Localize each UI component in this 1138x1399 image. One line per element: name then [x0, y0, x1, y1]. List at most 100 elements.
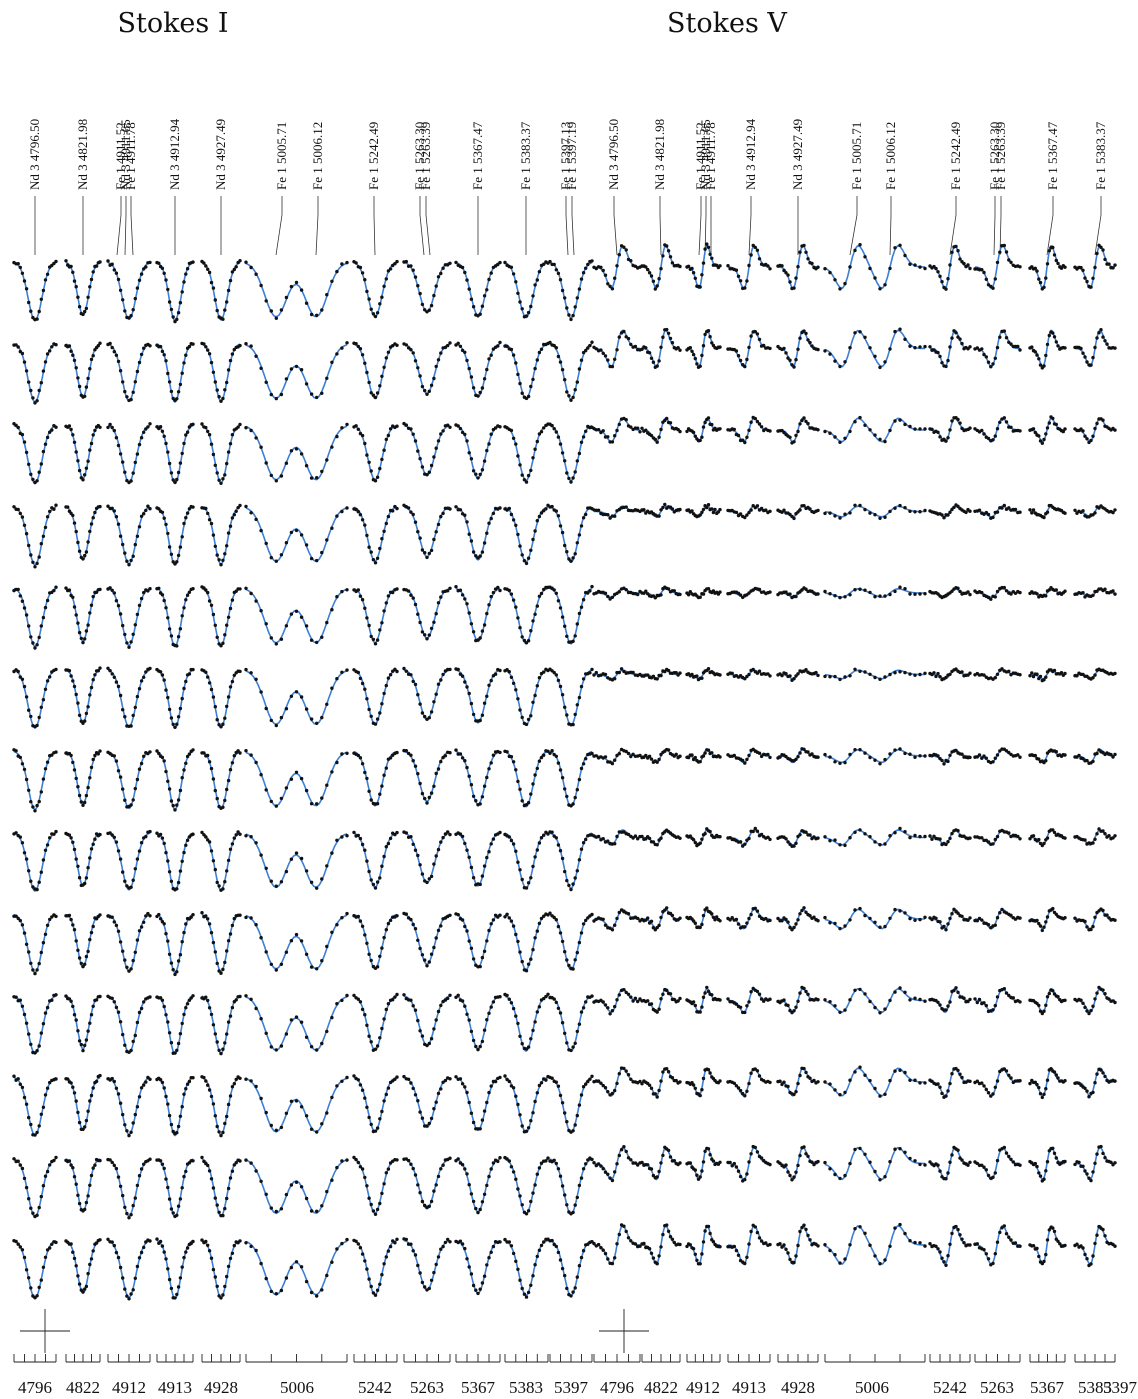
- stokes-i-obs-point: [93, 1163, 97, 1167]
- stokes-v-obs-point: [638, 430, 642, 434]
- stokes-i-obs-point: [345, 1158, 349, 1162]
- stokes-i-obs-point: [436, 439, 441, 443]
- stokes-i-obs-point: [304, 382, 309, 386]
- stokes-v-obs-point: [594, 266, 598, 271]
- stokes-i-obs-point: [81, 312, 85, 317]
- stokes-i-obs-point: [133, 1112, 137, 1117]
- stokes-i-obs-point: [289, 612, 294, 616]
- stokes-i-obs-point: [167, 627, 172, 631]
- stokes-i-obs-point: [164, 851, 168, 855]
- stokes-v-leader-line: [704, 196, 707, 256]
- stokes-i-obs-point: [386, 269, 391, 273]
- stokes-i-obs-point: [41, 698, 46, 702]
- stokes-i-obs-point: [209, 849, 214, 853]
- stokes-v-obs-point: [966, 263, 970, 267]
- stokes-i-obs-point: [18, 511, 22, 516]
- stokes-i-obs-point: [129, 558, 133, 563]
- stokes-i-obs-point: [217, 1130, 221, 1134]
- stokes-i-obs-point: [41, 1022, 46, 1026]
- stokes-i-obs-point: [225, 787, 229, 792]
- stokes-v-obs-point: [946, 759, 950, 764]
- stokes-i-obs-point: [230, 516, 235, 520]
- stokes-v-obs-point: [1045, 342, 1050, 347]
- stokes-i-obs-point: [129, 724, 133, 728]
- stokes-i-obs-point: [579, 1093, 584, 1097]
- stokes-i-obs-point: [581, 598, 586, 602]
- stokes-v-obs-point: [626, 912, 631, 916]
- stokes-v-obs-point: [710, 751, 714, 755]
- stokes-i-obs-point: [436, 928, 441, 933]
- stokes-i-obs-point: [77, 876, 82, 880]
- stokes-i-obs-point: [144, 427, 148, 431]
- stokes-v-obs-point: [599, 265, 603, 269]
- stokes-i-obs-point: [487, 1090, 491, 1095]
- stokes-i-obs-point: [480, 1118, 485, 1122]
- stokes-i-obs-point: [71, 760, 75, 765]
- stokes-i-obs-point: [524, 480, 529, 484]
- stokes-i-obs-point: [219, 399, 223, 403]
- stokes-v-obs-point: [601, 351, 605, 355]
- stokes-i-obs-point: [118, 1265, 123, 1270]
- stokes-i-obs-point: [315, 721, 319, 725]
- stokes-i-obs-point: [384, 1171, 388, 1175]
- stokes-i-obs-point: [167, 1113, 172, 1118]
- stokes-i-obs-point: [558, 1011, 563, 1015]
- stokes-i-obs-point: [98, 666, 102, 670]
- stokes-i-obs-point: [20, 515, 25, 519]
- stokes-i-obs-point: [178, 301, 183, 305]
- stokes-i-obs-point: [384, 1255, 388, 1259]
- stokes-i-obs-point: [432, 1270, 436, 1275]
- stokes-i-obs-point: [129, 967, 133, 971]
- stokes-i-obs-point: [22, 1176, 27, 1181]
- stokes-i-obs-point: [221, 887, 225, 891]
- stokes-i-obs-point: [395, 992, 399, 997]
- stokes-i-obs-point: [206, 1163, 210, 1168]
- stokes-i-model-line: [156, 1076, 194, 1137]
- stokes-i-obs-point: [463, 597, 467, 601]
- stokes-i-obs-point: [354, 1239, 358, 1244]
- stokes-v-obs-point: [703, 751, 707, 755]
- stokes-v-obs-point: [898, 826, 902, 831]
- stokes-i-obs-point: [135, 1264, 140, 1269]
- stokes-i-obs-point: [429, 952, 434, 956]
- stokes-v-obs-point: [903, 830, 907, 834]
- stokes-i-obs-point: [552, 915, 556, 920]
- stokes-i-obs-point: [157, 912, 161, 917]
- stokes-i-obs-point: [340, 262, 344, 266]
- stokes-i-obs-point: [98, 587, 102, 592]
- stokes-v-obs-point: [693, 755, 697, 760]
- stokes-v-obs-point: [766, 264, 770, 268]
- stokes-i-obs-point: [37, 880, 41, 884]
- stokes-i-obs-point: [439, 1087, 443, 1091]
- stokes-i-obs-point: [340, 916, 344, 920]
- stokes-i-obs-point: [234, 1161, 238, 1165]
- stokes-i-obs-point: [373, 561, 378, 565]
- stokes-i-obs-point: [531, 537, 535, 542]
- stokes-i-obs-point: [264, 706, 268, 711]
- stokes-i-obs-point: [118, 857, 123, 861]
- stokes-v-obs-point: [1093, 345, 1097, 350]
- stokes-v-obs-point: [657, 359, 661, 363]
- stokes-i-obs-point: [142, 1083, 146, 1087]
- stokes-i-obs-point: [162, 841, 166, 846]
- stokes-i-obs-point: [31, 805, 35, 809]
- stokes-i-obs-point: [167, 380, 172, 384]
- stokes-i-obs-point: [232, 1163, 236, 1167]
- stokes-v-obs-point: [693, 840, 697, 845]
- stokes-i-obs-point: [537, 921, 542, 926]
- stokes-i-obs-point: [35, 317, 39, 321]
- stokes-v-obs-point: [626, 336, 631, 341]
- stokes-i-obs-point: [554, 509, 558, 513]
- stokes-v-obs-point: [1103, 257, 1107, 262]
- stokes-i-obs-point: [84, 711, 89, 716]
- stokes-i-obs-point: [191, 832, 195, 836]
- stokes-i-obs-point: [375, 965, 380, 969]
- stokes-v-obs-point: [936, 430, 940, 434]
- stokes-v-obs-point: [743, 440, 747, 445]
- stokes-i-obs-point: [88, 611, 92, 615]
- stokes-i-obs-point: [489, 1005, 493, 1009]
- stokes-i-obs-point: [226, 531, 231, 535]
- stokes-i-obs-point: [539, 591, 544, 596]
- stokes-i-model-line: [403, 995, 451, 1047]
- stokes-i-obs-point: [425, 964, 429, 968]
